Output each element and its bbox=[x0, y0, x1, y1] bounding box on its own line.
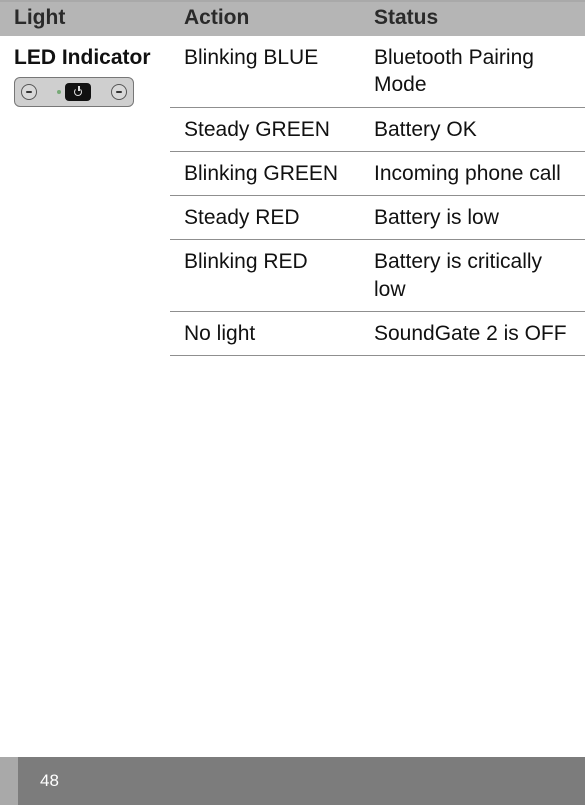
footer-accent bbox=[0, 757, 18, 805]
cell-status: Battery OK bbox=[360, 107, 585, 151]
led-table: Light Action Status LED Indicator Blinki… bbox=[0, 0, 585, 356]
cell-action: Blinking GREEN bbox=[170, 151, 360, 195]
cell-status: SoundGate 2 is OFF bbox=[360, 312, 585, 356]
cell-action: Steady RED bbox=[170, 196, 360, 240]
top-strip bbox=[0, 0, 585, 2]
cell-status: Incoming phone call bbox=[360, 151, 585, 195]
footer-bar: 48 bbox=[0, 757, 585, 805]
header-status: Status bbox=[360, 0, 585, 36]
cell-status: Battery is low bbox=[360, 196, 585, 240]
cell-status: Bluetooth Pairing Mode bbox=[360, 36, 585, 107]
power-button-icon bbox=[65, 83, 91, 101]
page-root: Light Action Status LED Indicator Blinki… bbox=[0, 0, 585, 805]
row-label-cell: LED Indicator bbox=[0, 36, 170, 356]
cell-action: No light bbox=[170, 312, 360, 356]
table-row: LED Indicator Blinking BLUE Bluetooth Pa… bbox=[0, 36, 585, 107]
header-action: Action bbox=[170, 0, 360, 36]
footer-main: 48 bbox=[18, 757, 585, 805]
knob-right-icon bbox=[111, 84, 127, 100]
cell-action: Steady GREEN bbox=[170, 107, 360, 151]
cell-status: Battery is critically low bbox=[360, 240, 585, 312]
header-light: Light bbox=[0, 0, 170, 36]
device-center bbox=[57, 83, 91, 101]
table-header-row: Light Action Status bbox=[0, 0, 585, 36]
knob-left-icon bbox=[21, 84, 37, 100]
cell-action: Blinking BLUE bbox=[170, 36, 360, 107]
row-label: LED Indicator bbox=[14, 46, 151, 69]
page-number: 48 bbox=[40, 771, 59, 791]
device-illustration bbox=[14, 77, 134, 107]
cell-action: Blinking RED bbox=[170, 240, 360, 312]
led-dot-icon bbox=[57, 90, 61, 94]
